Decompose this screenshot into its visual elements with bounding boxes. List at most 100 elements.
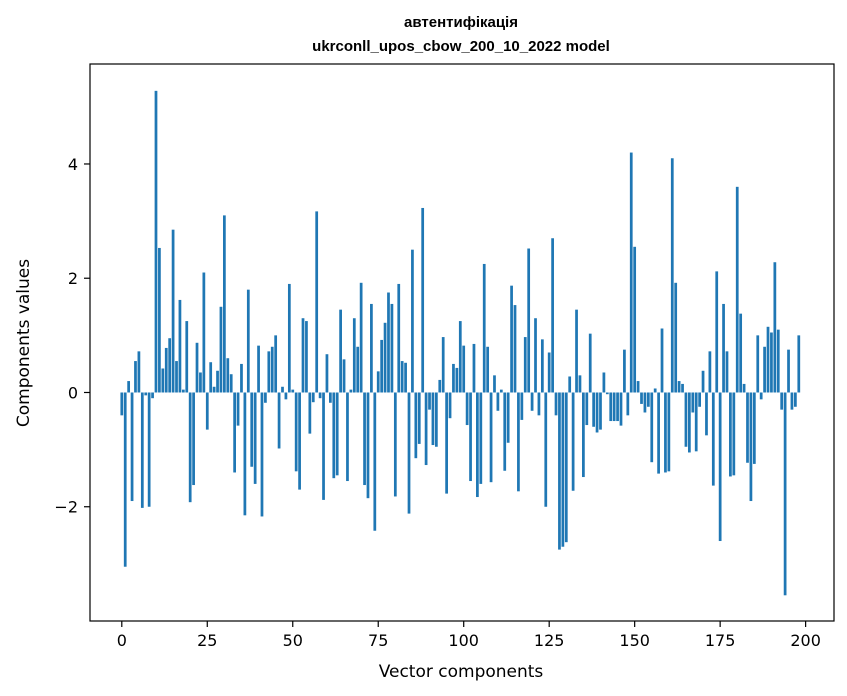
bar xyxy=(332,392,336,479)
bar xyxy=(646,392,650,407)
bar xyxy=(137,351,141,393)
bar xyxy=(660,328,664,393)
bar xyxy=(202,272,206,393)
bar xyxy=(780,392,784,410)
bar xyxy=(281,386,284,393)
bar xyxy=(489,392,493,483)
bar xyxy=(592,392,596,427)
bar xyxy=(619,392,623,426)
bar xyxy=(284,392,288,400)
bar-series xyxy=(120,90,801,596)
bar xyxy=(547,352,551,393)
bar xyxy=(325,354,329,393)
chart-subtitle: ukrconll_upos_cbow_200_10_2022 model xyxy=(312,38,610,55)
bar xyxy=(356,346,360,393)
bar xyxy=(294,392,298,472)
bar xyxy=(705,392,708,436)
y-tick-label: 2 xyxy=(68,269,78,288)
bar xyxy=(123,392,127,567)
bar xyxy=(486,346,490,393)
bar xyxy=(226,358,230,393)
bar xyxy=(120,392,124,416)
bar xyxy=(735,186,739,393)
bar xyxy=(694,392,698,452)
bar xyxy=(506,392,510,443)
bar xyxy=(380,339,384,393)
bar xyxy=(609,392,613,422)
x-tick-label: 75 xyxy=(368,631,388,650)
bar xyxy=(134,361,137,393)
bar xyxy=(335,392,339,476)
x-axis-label: Vector components xyxy=(379,662,544,682)
bar xyxy=(424,392,428,466)
bar xyxy=(582,392,585,478)
bar xyxy=(510,285,513,393)
bar xyxy=(246,289,250,393)
bar xyxy=(414,392,418,459)
bar xyxy=(185,321,189,393)
bar xyxy=(264,392,267,403)
bar xyxy=(243,392,247,516)
bar xyxy=(681,383,684,393)
bar xyxy=(346,392,349,482)
bar xyxy=(787,349,790,393)
bar xyxy=(404,362,407,393)
bar xyxy=(790,392,794,410)
bar xyxy=(766,326,770,393)
bar xyxy=(722,303,725,393)
bar xyxy=(171,229,175,393)
bar xyxy=(216,370,219,393)
bar xyxy=(373,392,377,531)
bar xyxy=(469,392,472,482)
bar xyxy=(233,392,236,473)
bar xyxy=(178,299,182,393)
bar xyxy=(434,392,438,447)
bar xyxy=(441,337,445,393)
bar xyxy=(318,392,322,399)
bar xyxy=(534,318,537,393)
x-tick-label: 125 xyxy=(534,631,565,650)
bar xyxy=(315,211,319,393)
bar xyxy=(674,282,678,393)
bar xyxy=(578,375,582,393)
bar xyxy=(530,392,534,411)
bar xyxy=(240,363,243,393)
bar xyxy=(195,342,199,393)
bar xyxy=(653,388,657,393)
bar xyxy=(431,392,435,446)
bar xyxy=(158,247,161,393)
bar xyxy=(462,345,466,393)
bar xyxy=(421,207,425,393)
bar xyxy=(154,90,158,393)
bar xyxy=(257,345,260,393)
bar xyxy=(551,238,554,393)
bar xyxy=(523,337,527,393)
bar xyxy=(667,392,671,472)
bar xyxy=(633,246,637,393)
bar xyxy=(670,158,674,393)
bar xyxy=(219,306,223,393)
bar xyxy=(499,389,503,393)
bar xyxy=(612,392,616,422)
bar xyxy=(329,392,332,403)
bar xyxy=(664,392,667,473)
bar xyxy=(732,392,736,476)
bar xyxy=(448,392,452,419)
bar xyxy=(342,359,346,393)
bar xyxy=(650,392,654,463)
bar xyxy=(311,392,315,403)
bar xyxy=(729,392,732,477)
bar xyxy=(595,392,599,433)
bar xyxy=(691,392,695,413)
bar xyxy=(688,392,691,453)
bar xyxy=(127,381,131,393)
bar xyxy=(742,383,746,393)
bar xyxy=(561,392,565,547)
bar xyxy=(175,361,178,393)
bar xyxy=(236,392,240,426)
bar xyxy=(472,343,476,393)
bar xyxy=(253,392,257,484)
bar xyxy=(199,372,202,393)
bar xyxy=(537,392,541,416)
